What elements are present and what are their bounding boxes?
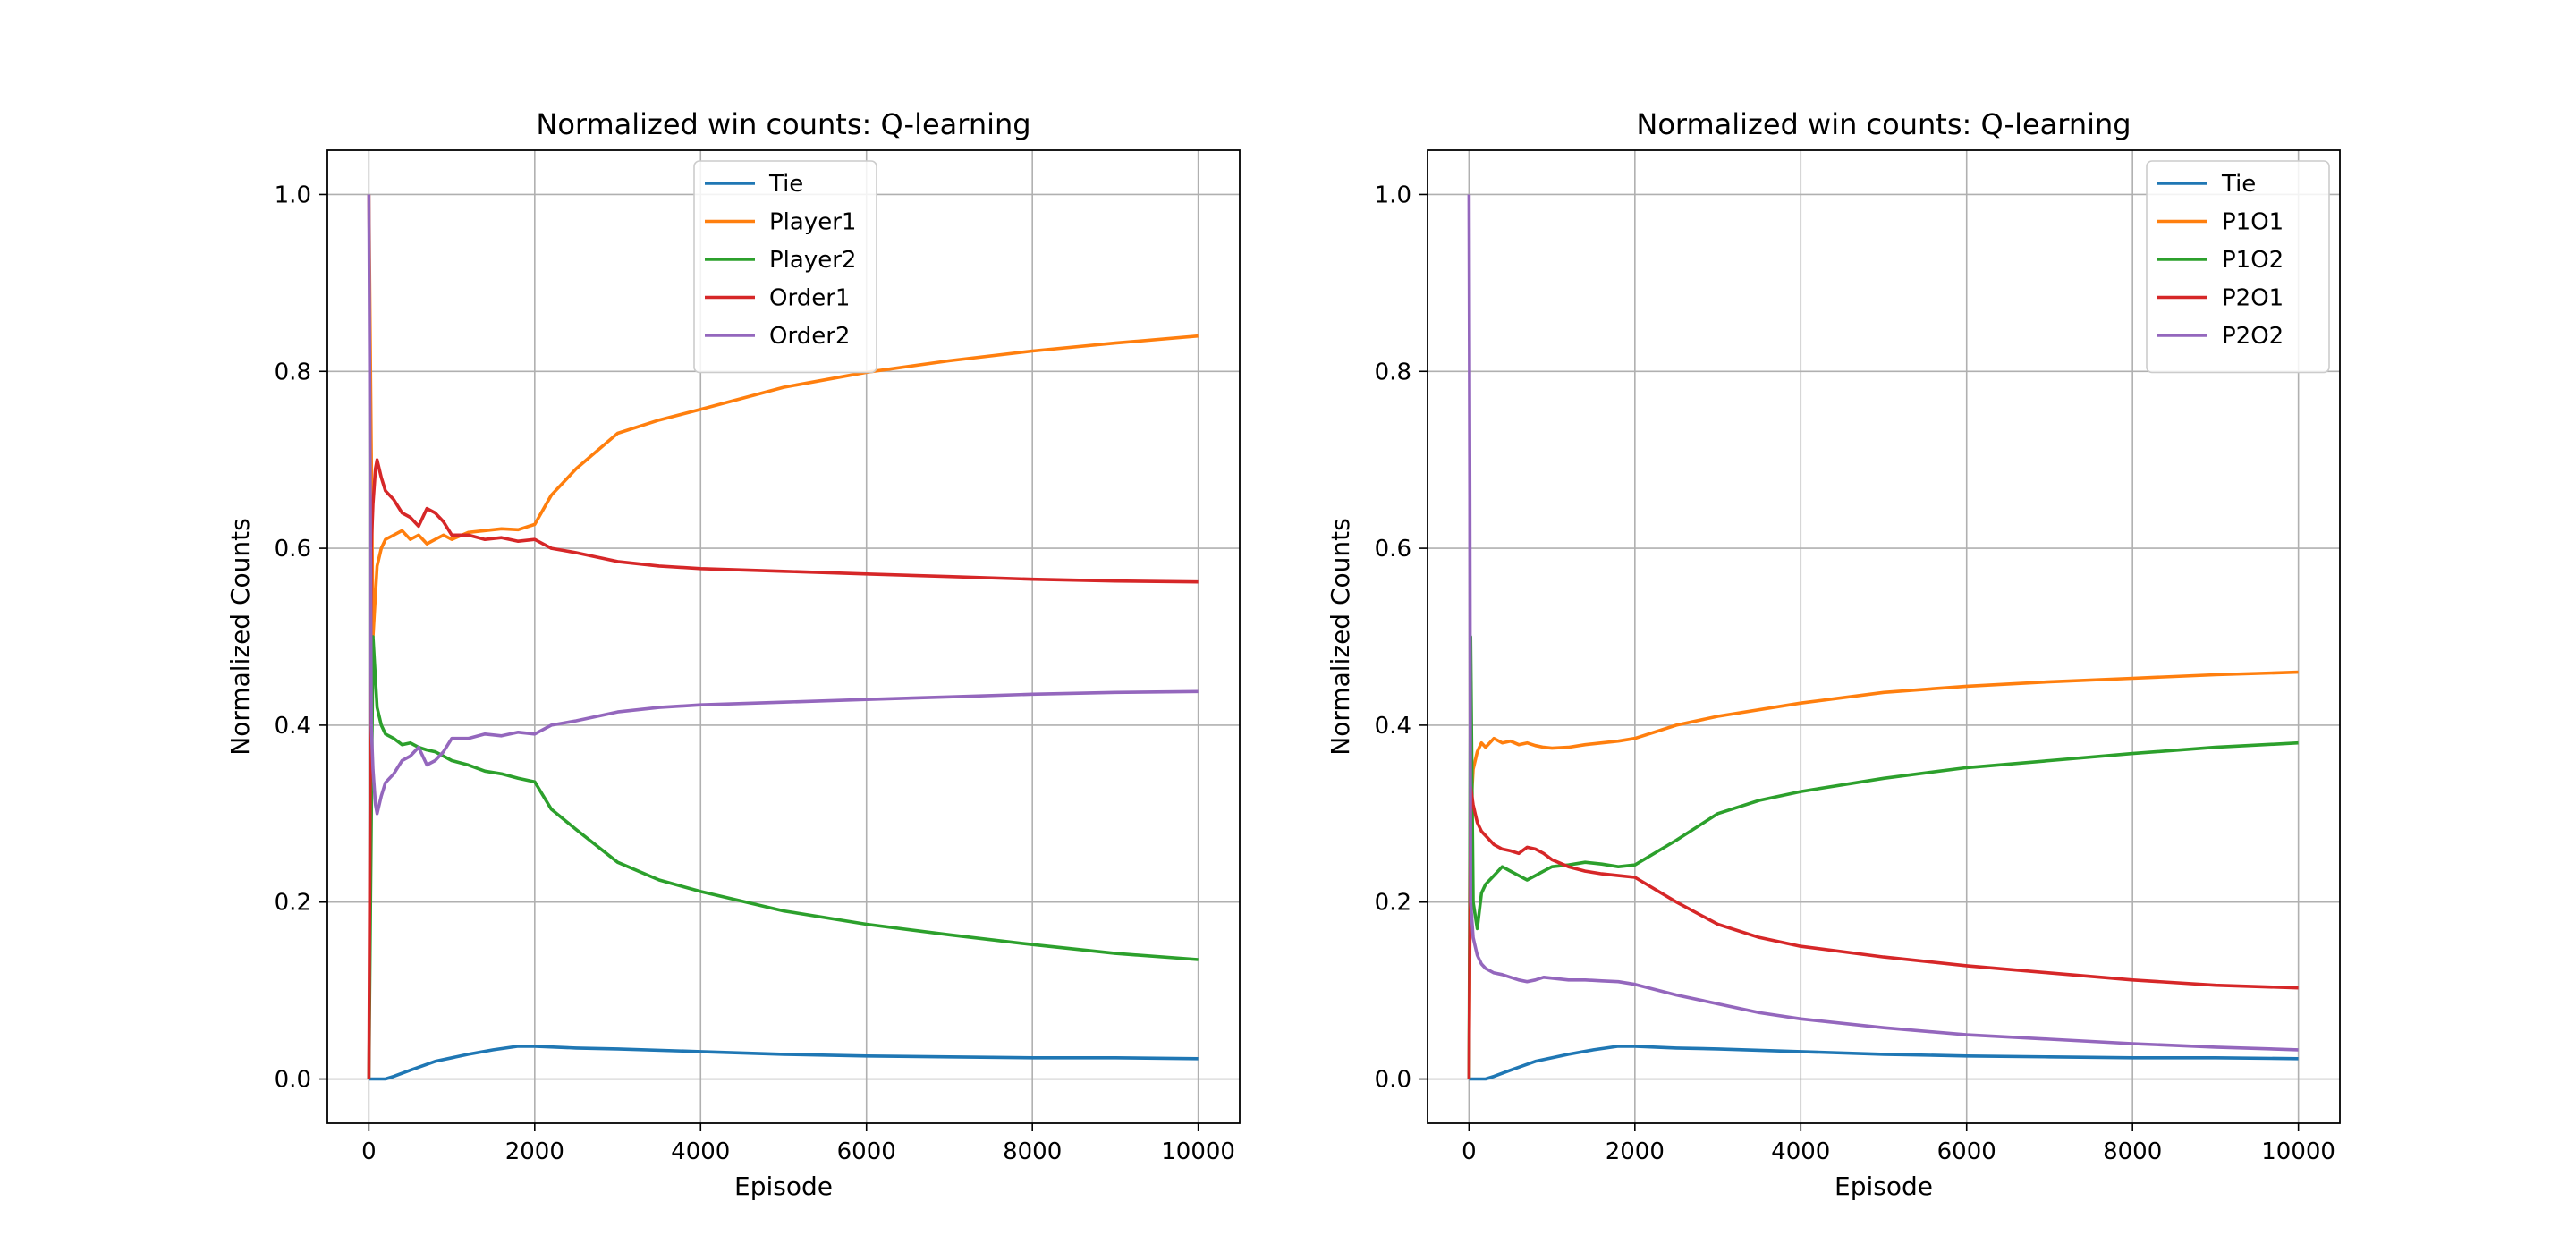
x-tick-label: 6000 (1937, 1138, 1996, 1165)
series-line-order1 (367, 458, 1199, 1079)
legend-box (693, 160, 877, 374)
x-tick-label: 0 (361, 1138, 377, 1165)
y-tick-label: 0.4 (275, 713, 311, 740)
legend-label-player2: Player2 (769, 247, 856, 274)
x-tick-label: 8000 (2103, 1138, 2162, 1165)
series-line-player1 (367, 194, 1199, 639)
series-line-p1o1 (1467, 670, 2299, 1079)
y-tick-label: 1.0 (275, 182, 311, 208)
legend-label-p1o2: P1O2 (2222, 247, 2284, 274)
x-tick-label: 4000 (671, 1138, 730, 1165)
legend-label-tie: Tie (2221, 171, 2256, 198)
y-axis-label: Normalized Counts (225, 518, 255, 755)
x-tick-label: 10000 (1161, 1138, 1235, 1165)
legend-label-tie: Tie (768, 171, 803, 198)
x-tick-label: 4000 (1771, 1138, 1830, 1165)
x-axis-label: Episode (1835, 1172, 1933, 1201)
legend-label-p2o1: P2O1 (2222, 285, 2284, 312)
x-tick-label: 8000 (1003, 1138, 1062, 1165)
y-tick-label: 0.4 (1375, 713, 1411, 740)
series-line-player2 (367, 635, 1199, 1079)
legend-label-order1: Order1 (769, 285, 850, 312)
y-tick-label: 0.2 (1375, 890, 1411, 917)
legend: Tie Player1 Player2 Order1 Order2 (693, 160, 877, 374)
series-line-p2o2 (1467, 194, 2299, 1052)
y-tick-label: 0.6 (275, 536, 311, 563)
legend-label-p2o2: P2O2 (2222, 323, 2284, 350)
plot-frame (1427, 149, 2341, 1124)
series-line-order2 (367, 194, 1199, 816)
y-tick-label: 0.0 (1375, 1067, 1411, 1094)
y-tick-label: 0.2 (275, 890, 311, 917)
x-tick-label: 10000 (2261, 1138, 2335, 1165)
chart-title: Normalized win counts: Q-learning (1636, 107, 2131, 141)
right-chart: 0 2000 4000 6000 8000 10000 0.0 0.2 0.4 0.6 0.8 1.0… (1326, 107, 2341, 1201)
legend-label-order2: Order2 (769, 323, 850, 350)
y-tick-label: 0.0 (275, 1067, 311, 1094)
series-line-tie (369, 1045, 1199, 1081)
y-tick-label: 1.0 (1375, 182, 1411, 208)
y-axis-label: Normalized Counts (1326, 518, 1355, 755)
series-line-p2o1 (1467, 785, 2299, 1079)
x-tick-label: 6000 (837, 1138, 896, 1165)
series-line-p1o2 (1467, 635, 2299, 1079)
x-tick-label: 0 (1462, 1138, 1477, 1165)
legend: Tie P1O1 P1O2 P2O1 P2O2 (2146, 160, 2330, 374)
series-line-tie (1469, 1045, 2299, 1081)
y-tick-label: 0.8 (275, 359, 311, 385)
legend-label-player1: Player1 (769, 209, 856, 236)
left-chart: 0 2000 4000 6000 8000 10000 0.0 0.2 0.4 0.6 0.8 1.0… (225, 107, 1241, 1201)
legend-label-p1o1: P1O1 (2222, 209, 2284, 236)
x-axis-label: Episode (734, 1172, 833, 1201)
y-tick-label: 0.8 (1375, 359, 1411, 385)
plot-frame (326, 149, 1241, 1124)
legend-box (2146, 160, 2330, 374)
x-tick-label: 2000 (1606, 1138, 1665, 1165)
chart-title: Normalized win counts: Q-learning (536, 107, 1030, 141)
x-tick-label: 2000 (505, 1138, 564, 1165)
y-tick-label: 0.6 (1375, 536, 1411, 563)
